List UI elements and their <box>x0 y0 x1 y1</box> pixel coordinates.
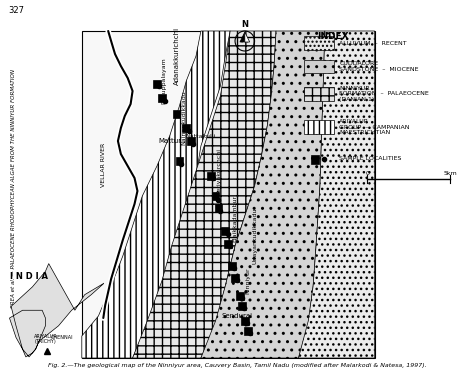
Text: 327: 327 <box>9 6 25 15</box>
Text: SAMPLE LOCALITIES: SAMPLE LOCALITIES <box>339 156 401 161</box>
Bar <box>241 317 249 325</box>
Polygon shape <box>9 264 104 357</box>
Text: CHENNAI: CHENNAI <box>50 335 73 340</box>
Text: 5km: 5km <box>443 171 457 176</box>
Text: Nainankudikkadu: Nainankudikkadu <box>182 91 187 146</box>
Bar <box>304 120 334 134</box>
Bar <box>207 172 215 180</box>
Bar <box>215 204 222 212</box>
Text: VELLAR RIVER: VELLAR RIVER <box>101 143 106 186</box>
Text: ALLUVIUM  –  RECENT: ALLUVIUM – RECENT <box>339 41 407 45</box>
Text: Mattur: Mattur <box>158 138 181 144</box>
Text: 0: 0 <box>365 171 369 176</box>
Bar <box>221 227 229 235</box>
Bar <box>228 262 236 270</box>
Polygon shape <box>245 32 250 42</box>
Bar <box>304 60 334 73</box>
Text: Udayankudikkadu: Udayankudikkadu <box>252 208 257 264</box>
Bar <box>236 292 244 300</box>
Bar <box>187 137 195 145</box>
Text: Puduppalayam: Puduppalayam <box>161 58 166 105</box>
Polygon shape <box>201 31 325 358</box>
Polygon shape <box>240 32 245 42</box>
Bar <box>211 192 219 200</box>
Bar <box>311 155 319 164</box>
Text: I N D I A: I N D I A <box>10 272 48 281</box>
Bar <box>304 36 334 50</box>
Bar <box>304 87 334 101</box>
Bar <box>238 302 246 310</box>
Text: Nattakulli: Nattakulli <box>186 133 216 138</box>
Bar <box>244 327 252 335</box>
Polygon shape <box>82 31 230 358</box>
Bar <box>158 94 166 102</box>
Text: NINNIYUR
FORMATION  –  PALAEOCENE
(DANIAN 1): NINNIYUR FORMATION – PALAEOCENE (DANIAN … <box>339 86 429 102</box>
Bar <box>82 31 374 358</box>
Polygon shape <box>133 31 276 358</box>
Bar <box>153 80 161 88</box>
Bar <box>175 157 183 165</box>
Text: Periyakurchchi: Periyakurchchi <box>216 148 221 194</box>
Text: Elaikkadambur: Elaikkadambur <box>233 194 237 241</box>
Bar <box>173 110 181 118</box>
Text: Fig. 2.—The geological map of the Ninniyur area, Cauvery Basin, Tamil Nadu (modi: Fig. 2.—The geological map of the Ninniy… <box>47 363 427 368</box>
Text: Adanakkurichchi: Adanakkurichchi <box>173 27 180 85</box>
Text: INDEX: INDEX <box>318 32 349 41</box>
Polygon shape <box>299 31 374 358</box>
Text: BREA et al. — PALAEOCENE RHODOPHYCEAN ALGAE FROM THE NINNIYUR FORMATION: BREA et al. — PALAEOCENE RHODOPHYCEAN AL… <box>11 68 16 308</box>
Text: Ninniyur: Ninniyur <box>245 268 250 294</box>
Text: ARIYALUR
(TRICHY): ARIYALUR (TRICHY) <box>34 334 57 344</box>
Text: ARIYALUR
GROUP  –  CAMPANIAN
MAESTRICHTIAN: ARIYALUR GROUP – CAMPANIAN MAESTRICHTIAN <box>339 119 410 135</box>
Bar <box>182 124 190 132</box>
Text: Sendurai: Sendurai <box>221 313 253 319</box>
Bar <box>224 240 232 248</box>
Text: N: N <box>241 20 248 29</box>
Bar <box>231 274 239 282</box>
Text: CUDDALORE
SANDSTONE  –  MIOCENE: CUDDALORE SANDSTONE – MIOCENE <box>339 61 419 72</box>
